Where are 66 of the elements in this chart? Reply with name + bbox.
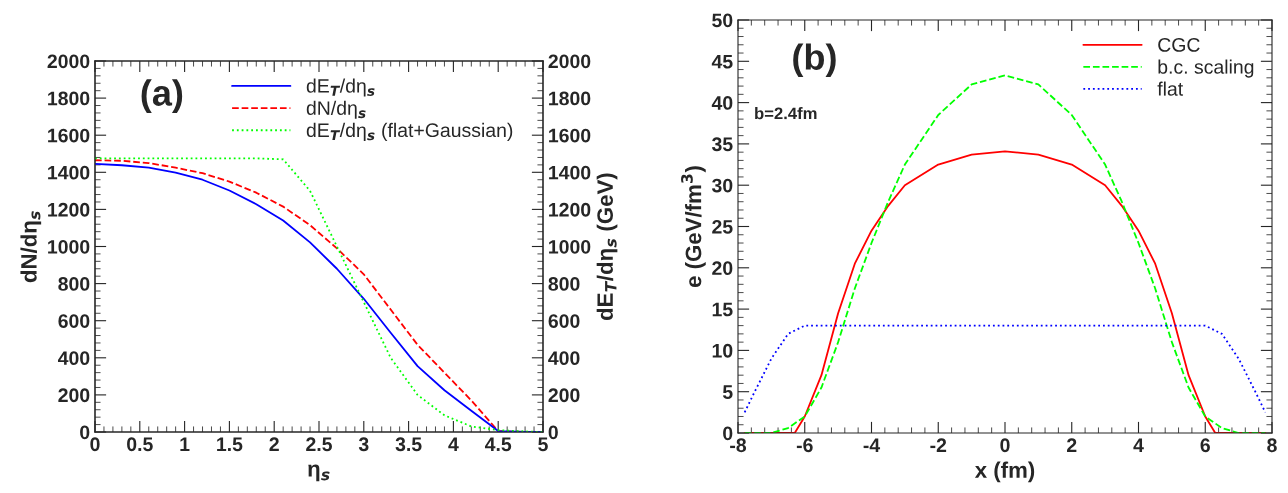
legend-label: CGC [1158, 38, 1200, 52]
legend-label: dN/dη$_{s}$ [306, 100, 366, 119]
x-tick-label: 8 [1267, 438, 1277, 453]
y2-tick-label: 1200 [549, 202, 591, 217]
y-tick-label: 10 [712, 343, 733, 358]
x-tick-label: 4.5 [484, 437, 512, 452]
line-series [743, 324, 1267, 414]
y-tick-label: 45 [711, 54, 733, 69]
y-tick-label: 200 [58, 388, 90, 403]
y2-tick-label: 400 [548, 351, 580, 366]
y2-tick-label: 1400 [549, 165, 591, 180]
y-tick-label: 1800 [48, 91, 90, 106]
y2-tick-label: 200 [548, 388, 580, 403]
x-tick-label: 0 [1000, 438, 1010, 453]
legend-label: dE$_{T}$/dη$_{s}$ [306, 78, 375, 97]
y-tick-label: 1600 [48, 128, 90, 143]
y2-tick-label: 800 [548, 277, 580, 291]
x-tick-label: 3.5 [395, 437, 422, 452]
x-tick-label: 4 [1133, 438, 1144, 452]
x-tick-label: 4 [448, 437, 459, 451]
y-axis-title: e (GeV/fm$^{3}$) [681, 166, 706, 288]
y2-tick-label: 2000 [548, 54, 591, 69]
legend-label: b.c. scaling [1158, 59, 1254, 78]
annotation: b=2.4fm [755, 107, 817, 120]
annotation: (a) [141, 79, 183, 114]
x-tick-label: 1 [180, 437, 190, 451]
x-tick-label: 0.5 [127, 437, 153, 452]
x-tick-label: 2.5 [306, 437, 332, 452]
legend-label: dE$_{T}$/dη$_{s}$ (flat+Gaussian) [306, 122, 513, 141]
x-tick-label: -2 [930, 438, 947, 452]
y-tick-label: 50 [712, 13, 733, 28]
y-tick-label: 1200 [48, 202, 90, 217]
x-axis-title: x (fm) [974, 461, 1035, 483]
y2-tick-label: 0 [548, 425, 558, 440]
x-tick-label: 1.5 [217, 437, 243, 452]
y2-tick-label: 1800 [549, 91, 591, 106]
x-tick-label: 2 [269, 437, 279, 451]
y-tick-label: 400 [57, 351, 90, 366]
y-tick-label: 800 [58, 277, 90, 291]
x-tick-label: 5 [538, 437, 548, 452]
x-tick-label: 0 [90, 437, 100, 452]
annotation: (b) [793, 43, 836, 78]
x-tick-label: 3 [358, 437, 369, 452]
y-tick-label: 35 [711, 137, 733, 152]
y-tick-label: 2000 [47, 54, 90, 69]
y2-tick-label: 600 [548, 314, 580, 328]
y-tick-label: 20 [712, 261, 733, 276]
legend-label: flat [1157, 81, 1184, 96]
y2-tick-label: 1600 [549, 128, 591, 143]
x-tick-label: -6 [796, 438, 813, 453]
x-tick-label: 6 [1200, 438, 1210, 453]
y-tick-label: 0 [80, 425, 90, 440]
x-tick-label: -4 [863, 438, 881, 452]
y-axis-title: dN/dη$_{s}$ [20, 211, 42, 283]
y2-axis-title: dE$_{T}$/dη$_{s}$ (GeV) [596, 173, 618, 321]
y-tick-label: 5 [722, 385, 733, 399]
y2-tick-label: 1000 [549, 239, 591, 254]
y-tick-label: 30 [711, 178, 733, 193]
x-tick-label: 2 [1067, 438, 1077, 452]
y-tick-label: 1400 [48, 165, 90, 180]
y-tick-label: 25 [712, 219, 733, 234]
y-tick-label: 15 [712, 302, 733, 317]
y-tick-label: 1000 [48, 239, 90, 254]
x-axis-title: η$_{s}$ [308, 464, 330, 482]
y-tick-label: 40 [711, 96, 733, 110]
y-tick-label: 600 [58, 314, 90, 328]
